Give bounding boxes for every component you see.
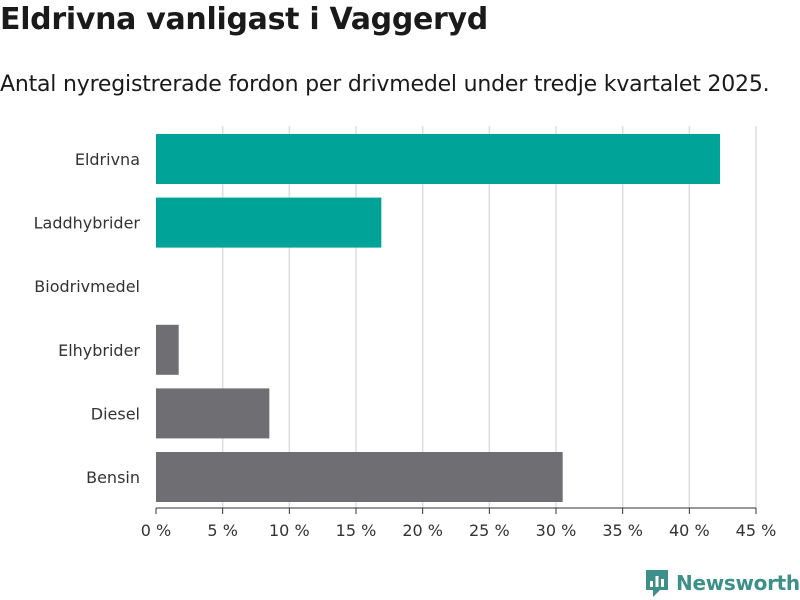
- bar-eldrivna: [156, 134, 720, 184]
- bar-bensin: [156, 452, 563, 502]
- x-tick-label: 40 %: [669, 521, 710, 540]
- y-category-label: Elhybrider: [58, 341, 140, 360]
- x-tick-label: 25 %: [469, 521, 510, 540]
- y-category-label: Bensin: [86, 468, 140, 487]
- brand-logo: Newsworthy: [644, 568, 800, 598]
- newsworthy-logo-icon: [646, 570, 668, 597]
- bar-laddhybrider: [156, 197, 382, 248]
- brand-name: Newsworthy: [676, 571, 800, 595]
- y-category-label: Biodrivmedel: [34, 277, 140, 296]
- chart-title: Eldrivna vanligast i Vaggeryd: [0, 2, 488, 37]
- y-category-label: Diesel: [91, 404, 140, 423]
- bar-elhybrider: [156, 324, 179, 375]
- x-tick-label: 20 %: [402, 521, 443, 540]
- x-tick-label: 5 %: [207, 521, 237, 540]
- x-tick-label: 0 %: [141, 521, 171, 540]
- x-tick-label: 10 %: [269, 521, 310, 540]
- chart-subtitle: Antal nyregistrerade fordon per drivmede…: [0, 72, 770, 97]
- x-tick-label: 15 %: [336, 521, 377, 540]
- x-tick-label: 30 %: [536, 521, 577, 540]
- bar-diesel: [156, 388, 270, 439]
- x-tick-label: 45 %: [736, 521, 777, 540]
- y-category-label: Eldrivna: [75, 150, 140, 169]
- x-tick-label: 35 %: [602, 521, 643, 540]
- y-category-label: Laddhybrider: [34, 214, 141, 233]
